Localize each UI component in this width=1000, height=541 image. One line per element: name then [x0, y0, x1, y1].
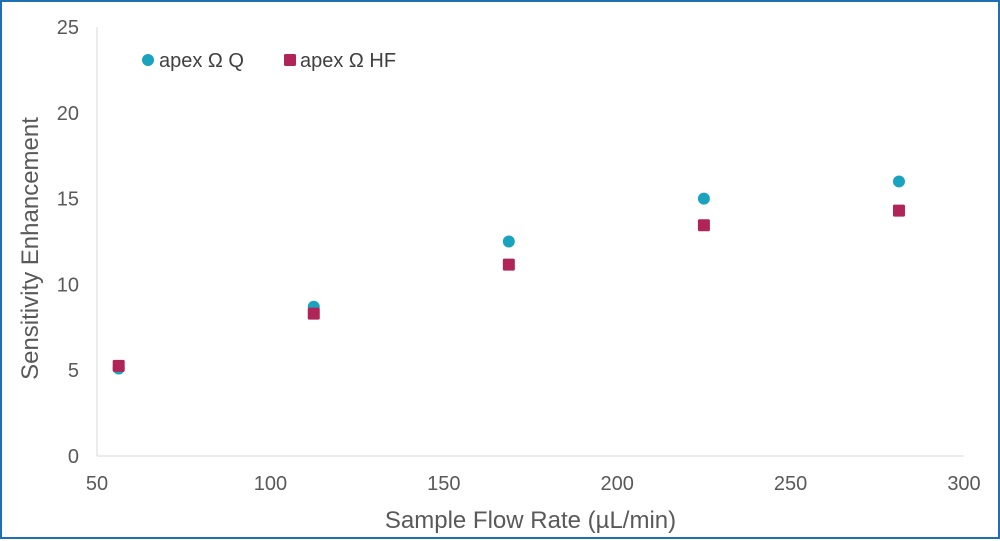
point-apex-hf [697, 219, 710, 232]
y-tick-label: 0 [68, 446, 79, 468]
legend: apex Ω Q apex Ω HF [142, 50, 396, 72]
legend-label-apex-hf: apex Ω HF [300, 50, 396, 72]
x-tick-label: 50 [86, 473, 108, 495]
x-axis-title: Sample Flow Rate (µL/min) [385, 507, 676, 534]
point-apex-q [502, 235, 515, 248]
point-apex-q [892, 175, 905, 188]
x-tick-label: 150 [427, 473, 460, 495]
legend-marker-apex-hf [284, 54, 296, 66]
y-tick-label: 5 [68, 360, 79, 382]
point-apex-q [697, 192, 710, 205]
data-points [112, 175, 905, 375]
x-tick-label: 100 [254, 473, 287, 495]
point-apex-hf [307, 307, 320, 320]
x-tick-labels: 50 100 150 200 250 300 [86, 473, 981, 495]
y-axis-title: Sensitivity Enhancement [17, 117, 44, 380]
legend-label-apex-q: apex Ω Q [159, 50, 244, 72]
point-apex-hf [502, 258, 515, 271]
x-tick-label: 250 [774, 473, 807, 495]
y-tick-label: 10 [57, 274, 79, 296]
point-apex-hf [112, 359, 125, 372]
y-tick-label: 25 [57, 17, 79, 39]
x-tick-label: 300 [947, 473, 980, 495]
x-tick-label: 200 [601, 473, 634, 495]
y-tick-label: 15 [57, 189, 79, 211]
point-apex-hf [892, 204, 905, 217]
y-tick-labels: 0 5 10 15 20 25 [57, 17, 79, 468]
legend-marker-apex-q [142, 54, 154, 66]
axes [96, 27, 964, 457]
y-tick-label: 20 [57, 103, 79, 125]
